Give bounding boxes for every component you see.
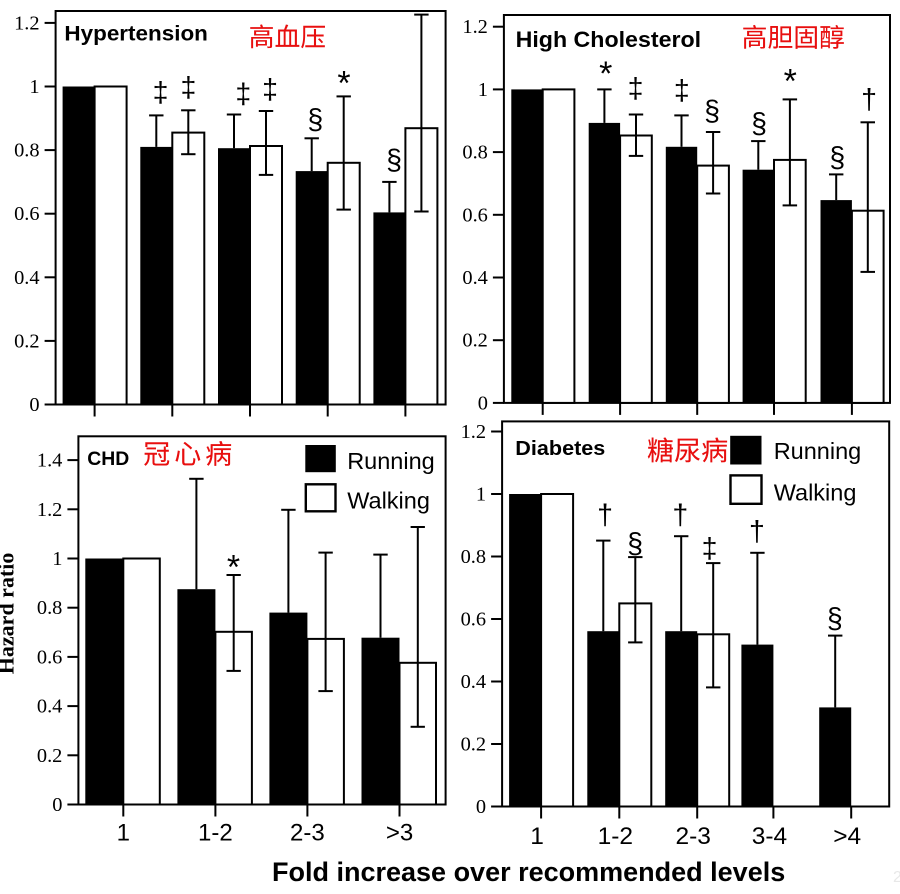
svg-text:0.2: 0.2 — [461, 734, 487, 756]
svg-text:0: 0 — [478, 392, 488, 414]
svg-text:0: 0 — [52, 794, 62, 816]
svg-text:§: § — [829, 142, 845, 174]
svg-text:‡: ‡ — [153, 77, 169, 109]
svg-text:‡: ‡ — [180, 72, 196, 104]
svg-text:0.8: 0.8 — [462, 142, 488, 164]
svg-text:Hypertension: Hypertension — [64, 22, 208, 46]
svg-text:Fold increase over recommended: Fold increase over recommended levels — [272, 857, 785, 887]
svg-text:‡: ‡ — [628, 73, 644, 105]
svg-text:Running: Running — [774, 438, 862, 464]
svg-text:22: 22 — [893, 869, 900, 886]
svg-text:0.6: 0.6 — [37, 646, 63, 668]
svg-text:Diabetes: Diabetes — [515, 438, 605, 460]
svg-text:§: § — [386, 145, 402, 177]
svg-text:CHD: CHD — [87, 448, 129, 470]
svg-text:‡: ‡ — [674, 75, 690, 107]
svg-text:>4: >4 — [833, 823, 861, 850]
svg-text:1: 1 — [29, 76, 39, 98]
svg-text:>3: >3 — [386, 820, 413, 847]
svg-text:0.6: 0.6 — [462, 204, 488, 226]
svg-text:1.2: 1.2 — [462, 16, 488, 38]
svg-text:*: * — [784, 63, 797, 101]
svg-text:Walking: Walking — [774, 479, 857, 505]
svg-text:0.8: 0.8 — [14, 140, 40, 162]
svg-text:0.8: 0.8 — [37, 597, 63, 619]
svg-text:1: 1 — [478, 79, 488, 101]
svg-text:2-3: 2-3 — [290, 820, 325, 847]
svg-text:Hazard ratio: Hazard ratio — [0, 553, 19, 675]
svg-text:*: * — [599, 55, 612, 93]
svg-text:1.2: 1.2 — [461, 421, 487, 443]
svg-text:1.2: 1.2 — [37, 499, 63, 521]
svg-text:†: † — [749, 516, 765, 548]
svg-text:§: § — [627, 528, 643, 560]
svg-text:‡: ‡ — [702, 533, 718, 565]
svg-text:1.2: 1.2 — [14, 12, 40, 34]
svg-text:0.4: 0.4 — [462, 267, 488, 289]
svg-text:0.8: 0.8 — [461, 546, 487, 568]
svg-text:1: 1 — [530, 823, 544, 850]
svg-text:§: § — [751, 108, 767, 140]
svg-text:0.6: 0.6 — [461, 609, 487, 631]
svg-text:1-2: 1-2 — [198, 820, 233, 847]
svg-text:0.2: 0.2 — [37, 745, 63, 767]
svg-text:0.2: 0.2 — [462, 330, 488, 352]
svg-text:§: § — [827, 603, 843, 635]
svg-text:0.4: 0.4 — [461, 671, 487, 693]
svg-text:0.6: 0.6 — [14, 203, 40, 225]
svg-text:†: † — [597, 500, 613, 532]
svg-text:1: 1 — [476, 484, 486, 506]
svg-text:0.4: 0.4 — [37, 696, 63, 718]
svg-text:1: 1 — [52, 548, 62, 570]
svg-text:†: † — [672, 500, 688, 532]
svg-text:Walking: Walking — [347, 488, 430, 514]
svg-text:§: § — [704, 96, 720, 128]
svg-text:*: * — [227, 549, 240, 587]
svg-text:0: 0 — [476, 796, 486, 818]
svg-text:2-3: 2-3 — [675, 823, 710, 850]
svg-text:3-4: 3-4 — [752, 823, 787, 850]
svg-text:0.2: 0.2 — [14, 330, 40, 352]
svg-text:0: 0 — [29, 394, 39, 416]
svg-text:0.4: 0.4 — [14, 267, 40, 289]
svg-text:Running: Running — [347, 448, 435, 474]
svg-text:‡: ‡ — [262, 74, 278, 106]
svg-text:*: * — [337, 64, 350, 102]
svg-text:1.4: 1.4 — [37, 450, 63, 472]
svg-text:1-2: 1-2 — [598, 823, 633, 850]
svg-text:1: 1 — [117, 820, 130, 847]
svg-text:§: § — [307, 104, 323, 136]
svg-text:‡: ‡ — [235, 79, 251, 111]
svg-text:†: † — [861, 84, 877, 116]
svg-text:High Cholesterol: High Cholesterol — [516, 27, 702, 52]
